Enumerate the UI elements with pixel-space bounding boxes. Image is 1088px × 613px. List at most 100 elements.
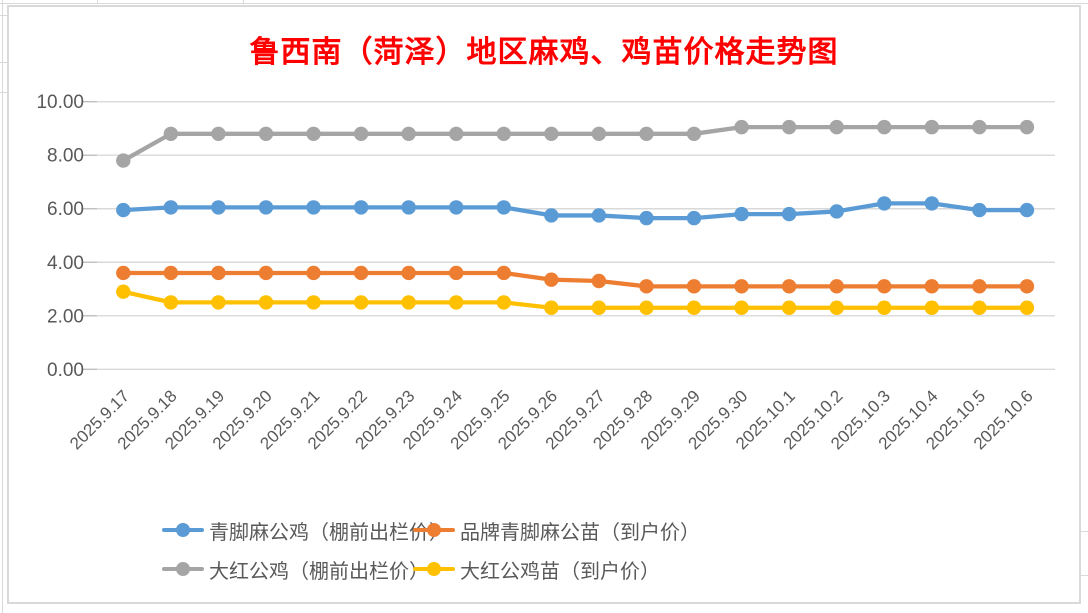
data-point (686, 126, 702, 142)
data-point (924, 196, 940, 211)
data-point (306, 265, 321, 281)
data-point (1019, 202, 1035, 218)
legend-label: 大红公鸡苗（到户价） (460, 560, 660, 583)
data-point (877, 300, 892, 315)
data-point (972, 279, 987, 294)
data-point (1019, 300, 1035, 315)
spreadsheet-gridline (0, 3, 1088, 4)
data-point (639, 279, 654, 294)
data-point (211, 200, 226, 215)
spreadsheet-gridline (0, 62, 7, 63)
data-point (591, 126, 607, 142)
data-point (116, 284, 131, 299)
data-point (258, 295, 274, 310)
legend-item-series-2[interactable]: 大红公鸡（棚前出栏价） (162, 557, 429, 583)
data-point (734, 119, 749, 135)
data-point (829, 119, 844, 135)
y-axis-label: 8.00 (47, 146, 84, 167)
data-point (211, 295, 226, 310)
spreadsheet-gridline (0, 92, 7, 93)
data-point (116, 153, 131, 168)
data-point (829, 279, 844, 294)
legend-item-series-3[interactable]: 大红公鸡苗（到户价） (413, 557, 660, 583)
spreadsheet-gridline (1081, 575, 1088, 576)
data-point (829, 204, 844, 219)
data-point (591, 273, 607, 289)
data-point (829, 300, 844, 315)
data-point (686, 300, 702, 315)
data-point (449, 200, 464, 215)
legend-marker (413, 562, 455, 577)
spreadsheet-gridline (1081, 531, 1088, 532)
data-point (781, 119, 797, 135)
y-axis-label: 2.00 (47, 306, 84, 327)
data-point (877, 279, 892, 294)
data-point (258, 200, 274, 215)
legend-label: 大红公鸡（棚前出栏价） (209, 560, 429, 583)
series-line-0 (121, 201, 1030, 221)
legend-label: 品牌青脚麻公苗（到户价） (460, 521, 700, 544)
series-line-2 (121, 124, 1030, 163)
data-point (401, 265, 416, 281)
data-point (258, 126, 274, 142)
series-line-3 (121, 289, 1030, 310)
series-line-1 (121, 270, 1030, 289)
data-point (353, 126, 369, 142)
y-axis-label: 0.00 (47, 360, 84, 381)
data-point (258, 265, 274, 281)
data-point (781, 279, 797, 294)
data-point (639, 126, 654, 142)
data-point (924, 119, 940, 135)
data-point (163, 126, 179, 142)
data-point (449, 126, 464, 142)
data-point (163, 200, 179, 215)
data-point (449, 265, 464, 281)
data-point (1019, 119, 1035, 135)
data-point (544, 272, 559, 287)
y-axis-label: 10.00 (36, 92, 84, 113)
data-point (306, 295, 321, 310)
data-point (639, 210, 654, 226)
data-point (972, 202, 987, 218)
legend-marker (162, 562, 204, 577)
legend-item-series-1[interactable]: 品牌青脚麻公苗（到户价） (413, 518, 700, 544)
data-point (544, 208, 559, 223)
legend-item-series-0[interactable]: 青脚麻公鸡（棚前出栏价） (162, 518, 449, 544)
data-point (686, 210, 702, 226)
y-axis-label: 6.00 (47, 199, 84, 220)
data-point (401, 295, 416, 310)
data-point (496, 126, 511, 142)
data-point (639, 300, 654, 315)
data-point (877, 196, 892, 211)
data-point (163, 295, 179, 310)
data-point (496, 295, 511, 310)
spreadsheet-gridline (2, 0, 3, 613)
data-point (972, 119, 987, 135)
chart-title: 鲁西南（菏泽）地区麻鸡、鸡苗价格走势图 (249, 36, 839, 69)
data-point (781, 206, 797, 222)
data-point (211, 265, 226, 281)
data-point (734, 279, 749, 294)
data-point (353, 265, 369, 281)
data-point (163, 265, 179, 281)
spreadsheet-gridline (243, 0, 244, 4)
data-point (496, 265, 511, 281)
data-point (116, 265, 131, 281)
data-point (924, 300, 940, 315)
data-point (116, 202, 131, 218)
data-point (781, 300, 797, 315)
data-point (544, 300, 559, 315)
data-point (591, 300, 607, 315)
data-point (211, 126, 226, 142)
spreadsheet-gridline (97, 0, 98, 4)
data-point (496, 200, 511, 215)
data-point (306, 200, 321, 215)
data-point (877, 119, 892, 135)
data-point (924, 279, 940, 294)
data-point (353, 295, 369, 310)
data-point (972, 300, 987, 315)
legend-marker (162, 523, 204, 538)
chart-panel[interactable]: 鲁西南（菏泽）地区麻鸡、鸡苗价格走势图 0.00 2.00 4.00 6.00 8.00… (7, 5, 1081, 604)
legend-label: 青脚麻公鸡（棚前出栏价） (209, 521, 449, 544)
data-point (306, 126, 321, 142)
